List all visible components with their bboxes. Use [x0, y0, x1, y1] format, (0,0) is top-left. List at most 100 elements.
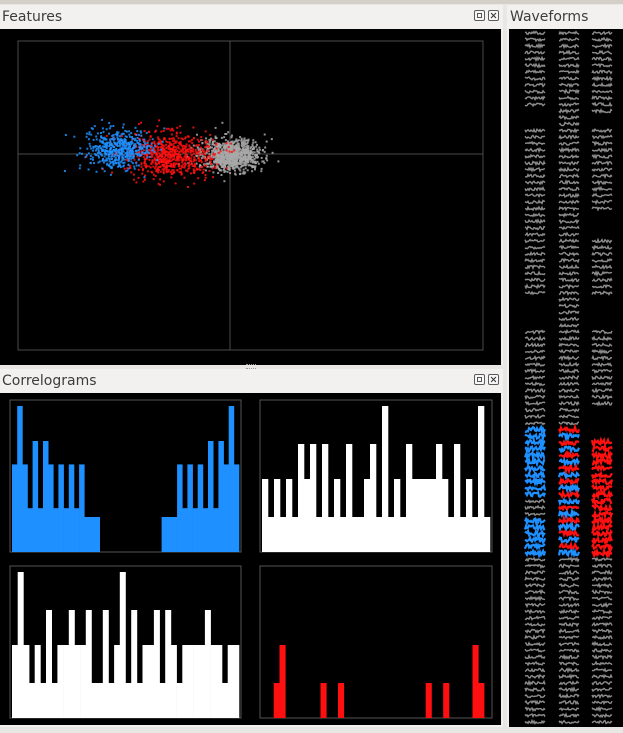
- feature-point: [171, 169, 174, 172]
- feature-point: [141, 151, 144, 154]
- correlograms-dock-title: Correlograms: [0, 369, 503, 393]
- float-icon[interactable]: [474, 10, 485, 21]
- feature-point: [152, 178, 155, 181]
- feature-point: [150, 154, 153, 157]
- waveform-trace: [524, 212, 546, 218]
- feature-point: [168, 148, 171, 151]
- feature-point: [145, 147, 148, 150]
- correlogram-bar: [171, 517, 178, 552]
- feature-point: [112, 163, 115, 165]
- feature-point: [118, 156, 120, 159]
- feature-point: [139, 130, 142, 133]
- feature-point: [161, 152, 164, 155]
- feature-point: [169, 147, 172, 150]
- waveform-trace: [591, 185, 613, 192]
- feature-point: [170, 176, 173, 179]
- feature-point: [212, 171, 215, 174]
- waveform-trace: [524, 589, 546, 595]
- feature-point: [143, 152, 146, 155]
- correlograms-canvas[interactable]: [0, 393, 501, 725]
- correlogram-bar: [478, 406, 485, 552]
- feature-point: [137, 158, 140, 161]
- feature-point: [258, 146, 261, 149]
- feature-point: [253, 146, 255, 149]
- feature-point: [221, 164, 224, 167]
- waveform-trace: [523, 521, 546, 534]
- correlogram-bar: [40, 683, 47, 718]
- feature-point: [183, 155, 186, 158]
- waveform-trace: [524, 654, 546, 660]
- correlogram-panel[interactable]: [9, 399, 242, 553]
- feature-point: [132, 154, 135, 157]
- feature-point: [207, 149, 210, 152]
- waveform-trace: [591, 653, 613, 661]
- feature-point: [176, 126, 179, 129]
- feature-point: [187, 168, 190, 170]
- feature-point: [233, 149, 236, 152]
- waveform-trace: [524, 290, 546, 296]
- waveforms-canvas[interactable]: [509, 29, 623, 727]
- waveform-trace: [558, 699, 580, 706]
- feature-point: [120, 153, 123, 156]
- feature-point: [158, 138, 161, 141]
- feature-point: [216, 159, 219, 162]
- waveform-trace: [591, 179, 613, 186]
- feature-point: [224, 155, 227, 158]
- waveform-trace: [591, 608, 613, 615]
- feature-point: [247, 145, 250, 148]
- feature-point: [145, 144, 148, 147]
- feature-point: [244, 162, 247, 165]
- feature-point: [227, 154, 230, 157]
- feature-point: [213, 160, 215, 163]
- waveform-trace: [591, 521, 613, 532]
- feature-point: [122, 164, 125, 167]
- feature-point: [211, 138, 214, 141]
- feature-point: [64, 134, 67, 136]
- feature-point: [206, 155, 209, 158]
- feature-point: [136, 149, 139, 152]
- waveform-trace: [524, 283, 546, 290]
- feature-point: [157, 166, 160, 169]
- feature-point: [167, 148, 170, 150]
- feature-point: [112, 134, 115, 136]
- waveform-trace: [524, 464, 546, 475]
- correlogram-bar: [304, 479, 311, 552]
- feature-point: [149, 166, 152, 169]
- correlogram-panel[interactable]: [259, 565, 493, 719]
- waveform-trace: [525, 205, 546, 212]
- float-icon[interactable]: [474, 374, 485, 385]
- splitter-grip[interactable]: [246, 364, 256, 369]
- feature-point: [178, 167, 181, 170]
- feature-point: [88, 142, 91, 145]
- feature-point: [172, 165, 175, 168]
- features-canvas[interactable]: [0, 29, 501, 365]
- feature-point: [236, 140, 239, 143]
- features-plot-frame: [17, 40, 484, 351]
- feature-point: [185, 143, 188, 146]
- feature-point: [103, 136, 106, 139]
- waveform-trace: [524, 660, 546, 667]
- feature-point: [151, 161, 154, 164]
- feature-point: [179, 150, 182, 153]
- feature-point: [119, 161, 122, 164]
- feature-point: [130, 155, 133, 158]
- feature-point: [219, 156, 222, 159]
- feature-point: [265, 140, 268, 143]
- feature-point: [225, 133, 228, 135]
- close-icon[interactable]: [488, 374, 499, 385]
- feature-point: [220, 174, 223, 176]
- feature-point: [236, 147, 239, 150]
- feature-point: [224, 148, 227, 151]
- feature-point: [99, 152, 102, 155]
- feature-point: [226, 151, 229, 154]
- waveform-trace: [591, 329, 613, 335]
- correlogram-bar: [400, 517, 407, 552]
- feature-point: [217, 151, 220, 154]
- close-icon[interactable]: [488, 10, 499, 21]
- waveform-trace: [524, 368, 546, 375]
- feature-point: [98, 152, 101, 155]
- correlogram-bar: [57, 645, 64, 718]
- feature-point: [111, 152, 114, 155]
- feature-point: [148, 158, 151, 161]
- feature-point: [76, 154, 79, 157]
